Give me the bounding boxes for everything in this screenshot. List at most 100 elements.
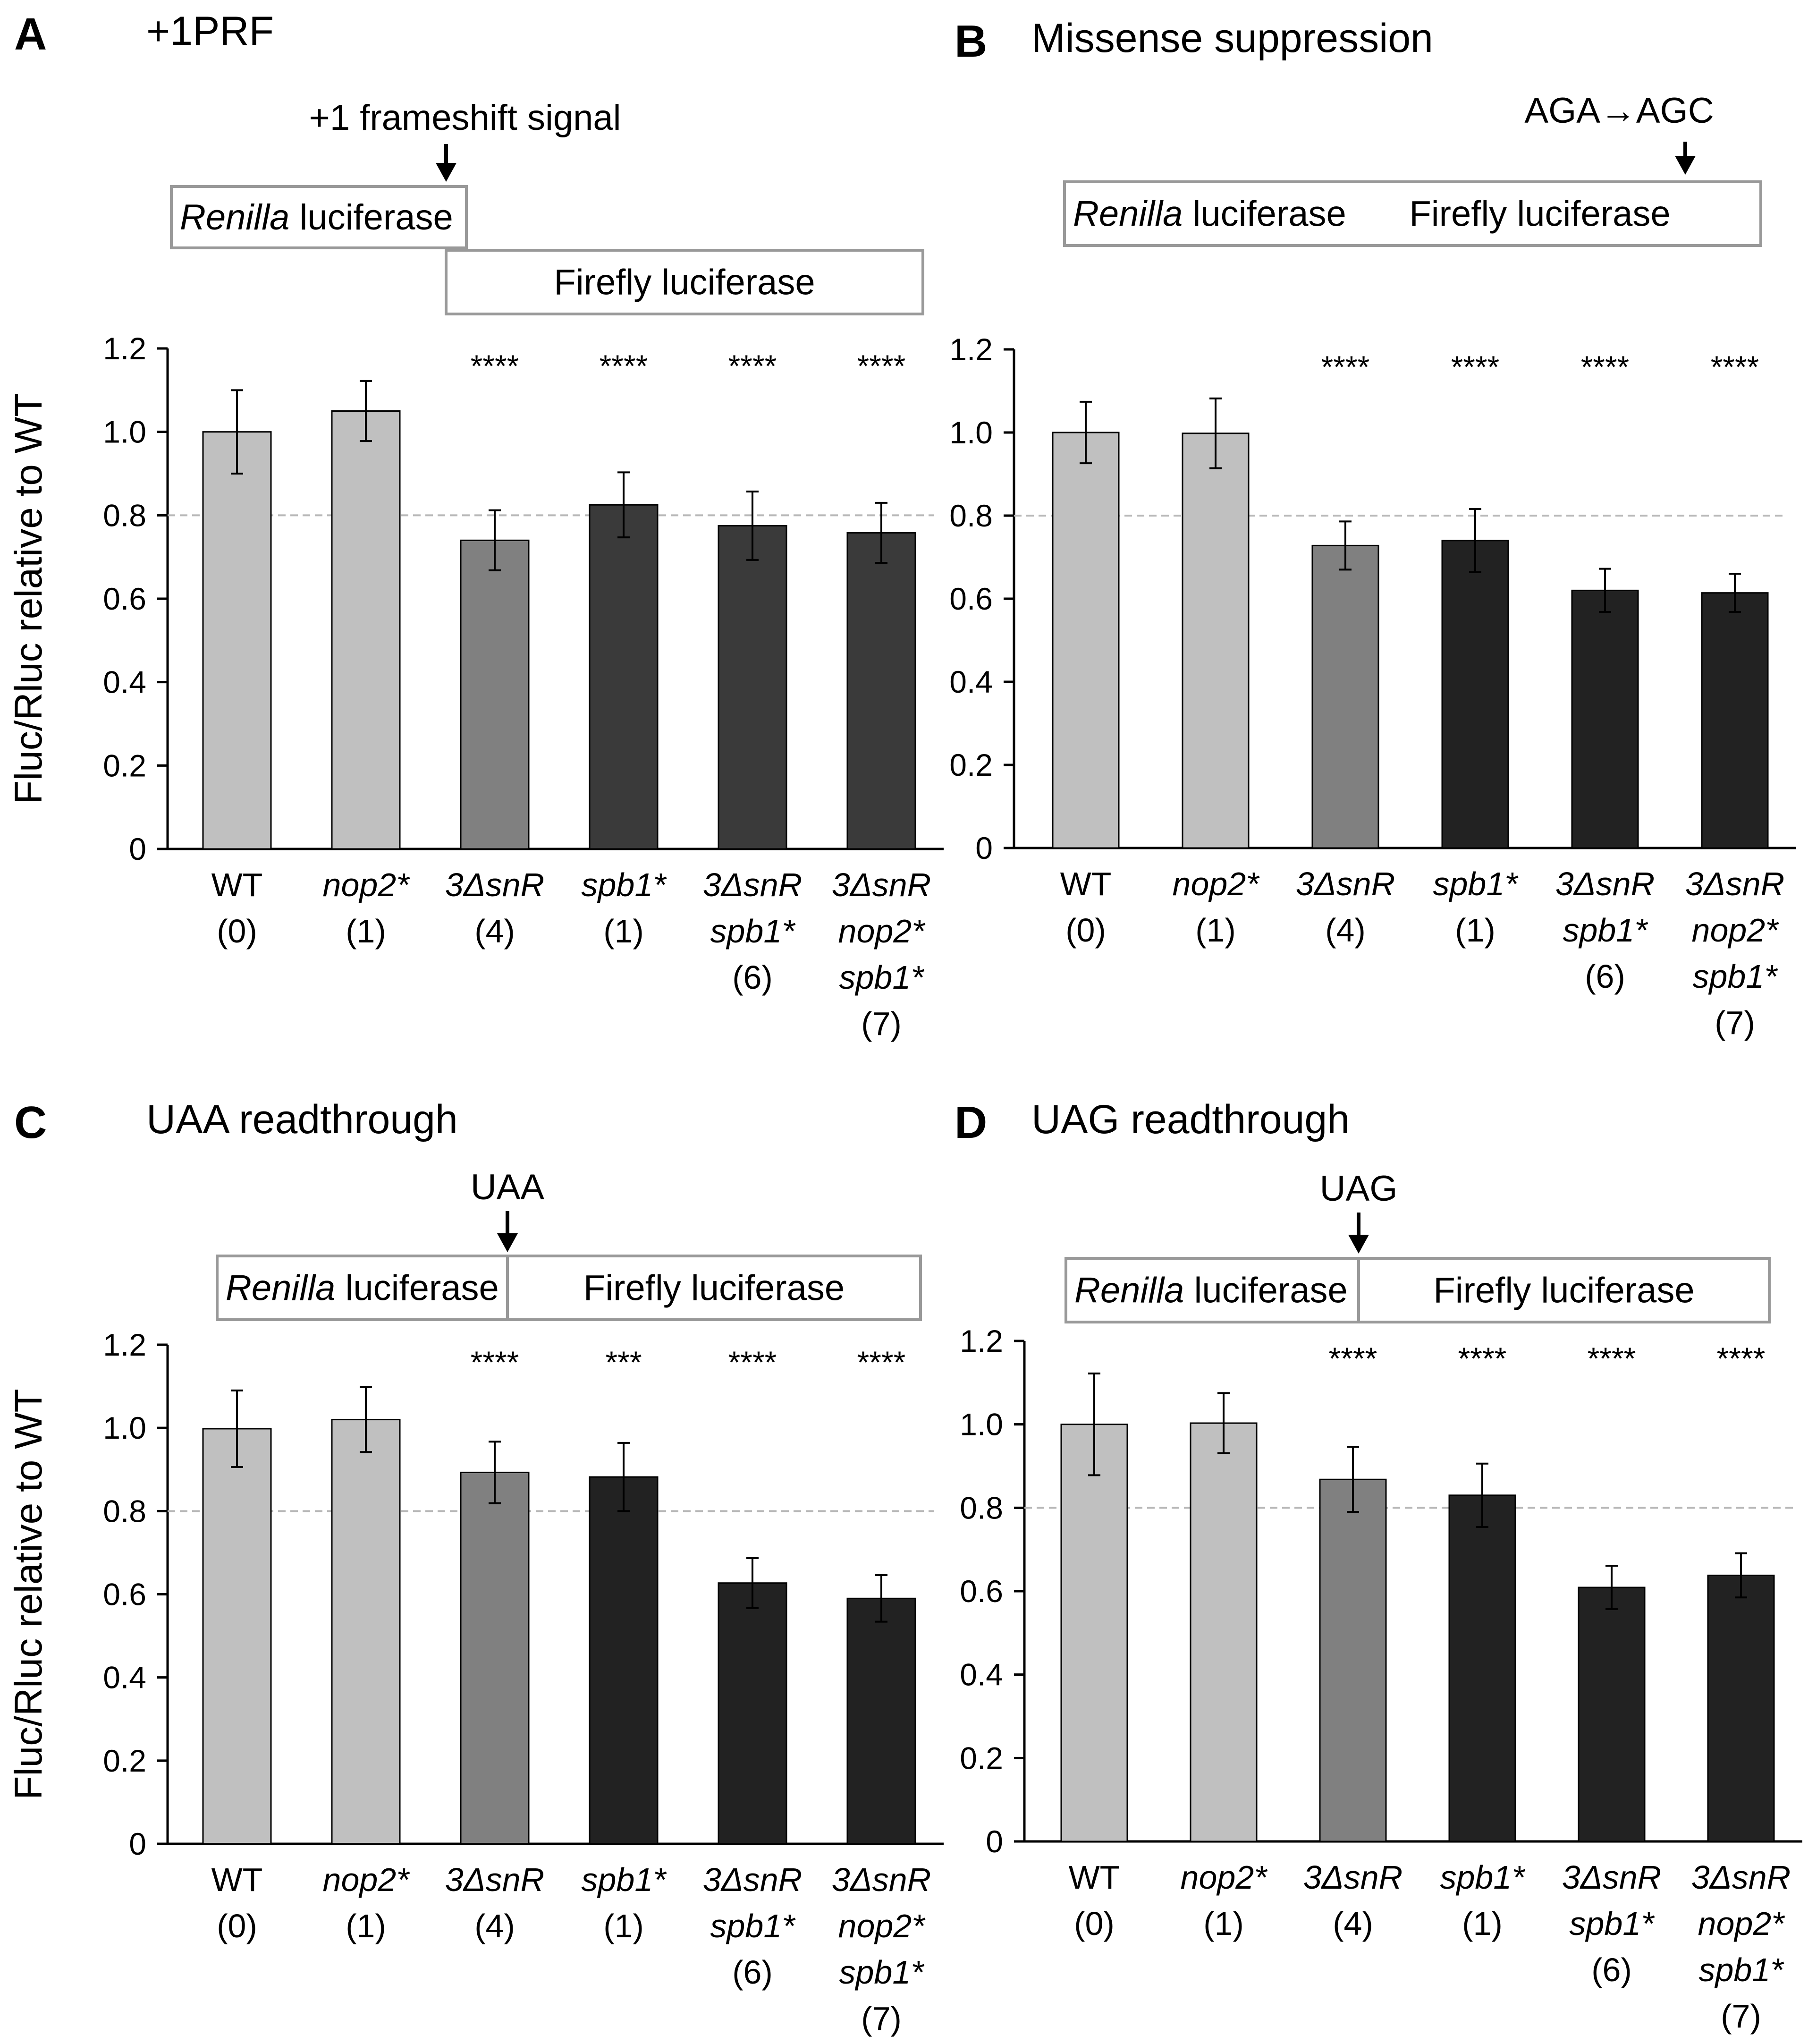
y-axis-label: Fluc/Rluc relative to WT bbox=[7, 1389, 50, 1799]
renilla-label: Renilla luciferase bbox=[1074, 1271, 1348, 1311]
category-label: 3ΔsnR bbox=[832, 866, 931, 903]
renilla-label: Renilla luciferase bbox=[1073, 194, 1346, 234]
error-bar bbox=[1339, 520, 1352, 571]
category-label: 3ΔsnR bbox=[1691, 1859, 1791, 1896]
category-label: (0) bbox=[217, 913, 257, 950]
error-bar bbox=[1605, 1565, 1618, 1610]
category-label: nop2* bbox=[323, 1861, 411, 1898]
category-label: 3ΔsnR bbox=[445, 866, 544, 903]
error-bar bbox=[1469, 508, 1481, 573]
category-label: nop2* bbox=[1698, 1905, 1786, 1942]
category-label: (4) bbox=[1325, 912, 1366, 949]
bar bbox=[1190, 1422, 1258, 1842]
y-tick-label: 0 bbox=[975, 831, 993, 865]
panel-c: C UAA readthrough Renilla luciferase Firefl… bbox=[7, 1097, 944, 2037]
construct-diagram: Renilla luciferase Firefly luciferase AGA→… bbox=[1063, 91, 1762, 247]
category-label: 3ΔsnR bbox=[1303, 1859, 1402, 1896]
category-label: WT bbox=[1060, 865, 1112, 902]
renilla-box bbox=[170, 185, 468, 249]
category-label: nop2* bbox=[323, 866, 411, 903]
category-label: (1) bbox=[1195, 912, 1236, 949]
category-label: 3ΔsnR bbox=[1296, 865, 1395, 902]
significance-label: **** bbox=[1711, 349, 1759, 384]
error-bar bbox=[1476, 1462, 1488, 1528]
bar bbox=[1052, 432, 1120, 849]
y-tick-label: 1.0 bbox=[949, 415, 993, 450]
y-axis: 0 0.2 0.4 0.6 0.8 1.0 1.2 bbox=[103, 1327, 169, 1861]
category-label: (7) bbox=[861, 2000, 902, 2037]
category-label: 3ΔsnR bbox=[445, 1861, 544, 1898]
category-label: (0) bbox=[1065, 912, 1106, 949]
y-tick-label: 0.4 bbox=[103, 665, 146, 700]
category-label: 3ΔsnR bbox=[1562, 1859, 1661, 1896]
significance-label: **** bbox=[857, 1345, 906, 1380]
bar bbox=[718, 525, 787, 850]
renilla-label: Renilla luciferase bbox=[226, 1268, 499, 1308]
renilla-italic: Renilla bbox=[1074, 1271, 1184, 1311]
error-bar bbox=[1088, 1372, 1100, 1476]
significance-label: *** bbox=[605, 1345, 642, 1380]
error-bar bbox=[1599, 568, 1611, 613]
renilla-rest: luciferase bbox=[289, 197, 453, 237]
category-label: (4) bbox=[1333, 1905, 1373, 1942]
category-label: WT bbox=[211, 866, 263, 903]
renilla-label: Renilla luciferase bbox=[180, 197, 453, 237]
category-label: spb1* bbox=[1569, 1905, 1655, 1942]
significance-label: **** bbox=[600, 348, 648, 383]
y-tick-label: 1.2 bbox=[960, 1323, 1003, 1358]
category-label: (6) bbox=[1585, 958, 1625, 995]
category-label: spb1* bbox=[839, 1954, 925, 1991]
renilla-box bbox=[1065, 1257, 1360, 1323]
bar bbox=[331, 410, 401, 850]
category-label: nop2* bbox=[1181, 1859, 1268, 1896]
category-label: spb1* bbox=[710, 913, 796, 950]
signal-arrow-head bbox=[436, 163, 456, 182]
y-tick-label: 0.4 bbox=[960, 1657, 1003, 1692]
category-label: spb1* bbox=[1433, 865, 1519, 902]
significance-label: **** bbox=[728, 1345, 777, 1380]
category-label: (1) bbox=[346, 1908, 386, 1944]
panel-title: +1PRF bbox=[146, 8, 274, 54]
bar bbox=[202, 431, 272, 850]
bar bbox=[460, 539, 530, 850]
panel-letter: B bbox=[955, 16, 987, 67]
category-label: nop2* bbox=[1173, 865, 1260, 902]
signal-arrow-head bbox=[1348, 1235, 1369, 1254]
bar bbox=[1701, 592, 1769, 849]
renilla-rest: luciferase bbox=[1183, 194, 1346, 234]
significance-label: **** bbox=[1458, 1341, 1507, 1376]
firefly-box bbox=[1357, 1257, 1771, 1323]
y-tick-label: 1.2 bbox=[103, 331, 146, 366]
signal-label: UAG bbox=[1320, 1169, 1398, 1209]
category-label: (1) bbox=[346, 913, 386, 950]
panel-title: UAA readthrough bbox=[146, 1097, 458, 1142]
error-bar bbox=[231, 1389, 243, 1468]
error-bar bbox=[875, 1574, 887, 1623]
category-label: nop2* bbox=[838, 1908, 926, 1944]
category-label: spb1* bbox=[1563, 912, 1648, 949]
y-tick-label: 0.6 bbox=[103, 1577, 146, 1612]
bar bbox=[1707, 1574, 1775, 1842]
error-bar bbox=[489, 509, 501, 571]
category-label: (0) bbox=[1074, 1905, 1115, 1942]
category-label: (1) bbox=[603, 1908, 644, 1944]
firefly-label: Firefly luciferase bbox=[1409, 194, 1670, 234]
panel-b: B Missense suppression Renilla luciferase F… bbox=[949, 16, 1796, 1041]
y-tick-label: 0.8 bbox=[949, 498, 993, 533]
panel-letter: C bbox=[14, 1097, 47, 1148]
panel-a: A +1PRF Renilla luciferase Firefly lucifera… bbox=[7, 8, 944, 1042]
bar bbox=[202, 1428, 272, 1845]
firefly-box bbox=[445, 249, 924, 315]
category-label: spb1* bbox=[581, 866, 667, 903]
bar bbox=[1182, 433, 1250, 849]
significance-label: **** bbox=[1451, 349, 1500, 384]
y-tick-label: 0.2 bbox=[103, 1743, 146, 1778]
error-bar bbox=[1217, 1392, 1230, 1454]
firefly-label: Firefly luciferase bbox=[554, 263, 815, 303]
error-bar bbox=[617, 471, 630, 539]
panel-title: Missense suppression bbox=[1031, 16, 1433, 61]
significance-label: **** bbox=[471, 348, 519, 383]
error-bar bbox=[875, 501, 887, 564]
significance-label: **** bbox=[1717, 1341, 1766, 1376]
